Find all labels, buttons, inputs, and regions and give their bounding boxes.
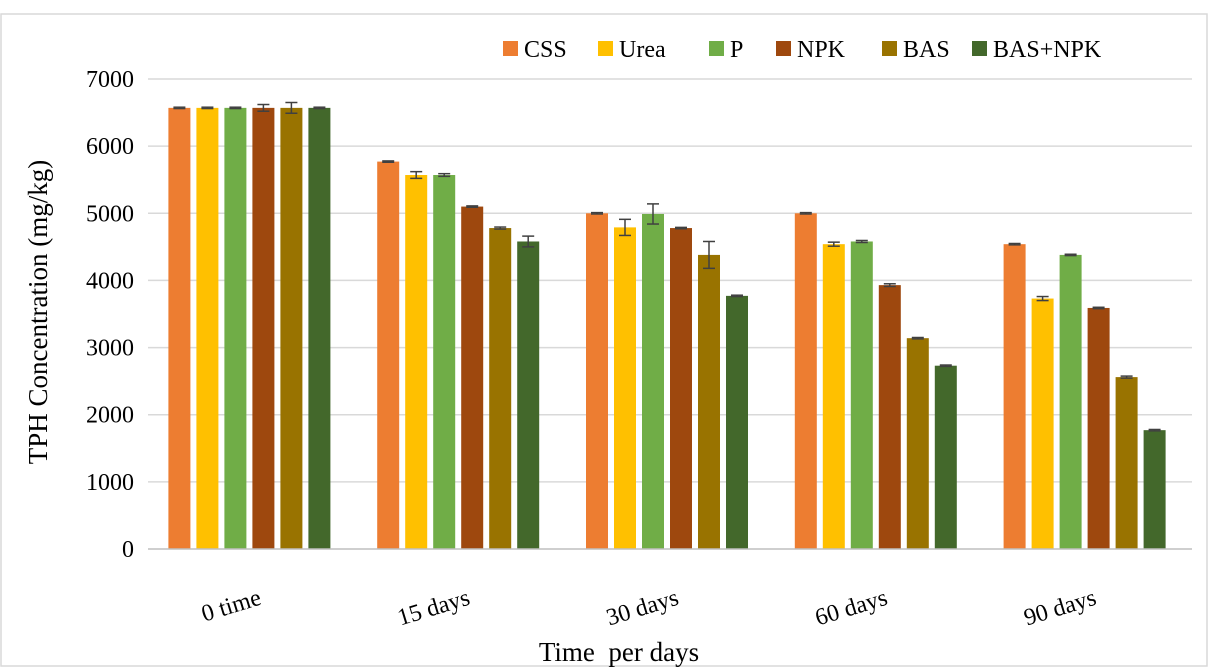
y-tick-label: 3000 [86,336,134,362]
bar [726,296,748,549]
bar [405,175,427,549]
legend-swatch [598,41,613,56]
legend-label: BAS+NPK [993,37,1102,63]
bar [489,228,511,549]
bar [614,227,636,549]
bar [586,213,608,549]
y-tick-label: 5000 [86,201,134,227]
y-tick-label: 0 [122,537,134,563]
bar [433,175,455,549]
legend-swatch [776,41,791,56]
bar [935,366,957,549]
y-tick-label: 2000 [86,403,134,429]
bar [1032,299,1054,549]
bar [795,213,817,549]
bar [168,108,190,549]
bar [823,244,845,549]
bar [224,108,246,549]
bar [461,207,483,549]
bar [517,241,539,549]
bar [670,228,692,549]
legend-swatch [709,41,724,56]
bar [196,108,218,549]
legend-label: Urea [619,37,666,63]
legend-swatch [972,41,987,56]
y-tick-label: 4000 [86,268,134,294]
bar [879,285,901,549]
legend-label: BAS [903,37,950,63]
bar [851,241,873,549]
bar [252,108,274,549]
bar [377,162,399,549]
legend-swatch [503,41,518,56]
bar [280,108,302,549]
legend-swatch [882,41,897,56]
bar [642,214,664,549]
bar [1060,255,1082,549]
bar [1116,377,1138,549]
bar [1004,244,1026,549]
bar [1088,308,1110,549]
bar [907,338,929,549]
legend-label: CSS [524,37,567,63]
legend-label: NPK [797,37,846,63]
bar [1144,430,1166,549]
y-tick-label: 7000 [86,67,134,93]
y-axis-title: TPH Concentration (mg/kg) [23,160,53,464]
legend-label: P [730,37,743,63]
bar [308,108,330,549]
y-tick-label: 6000 [86,134,134,160]
x-axis-title: Time per days [539,637,699,667]
y-tick-label: 1000 [86,470,134,496]
bar [698,255,720,549]
